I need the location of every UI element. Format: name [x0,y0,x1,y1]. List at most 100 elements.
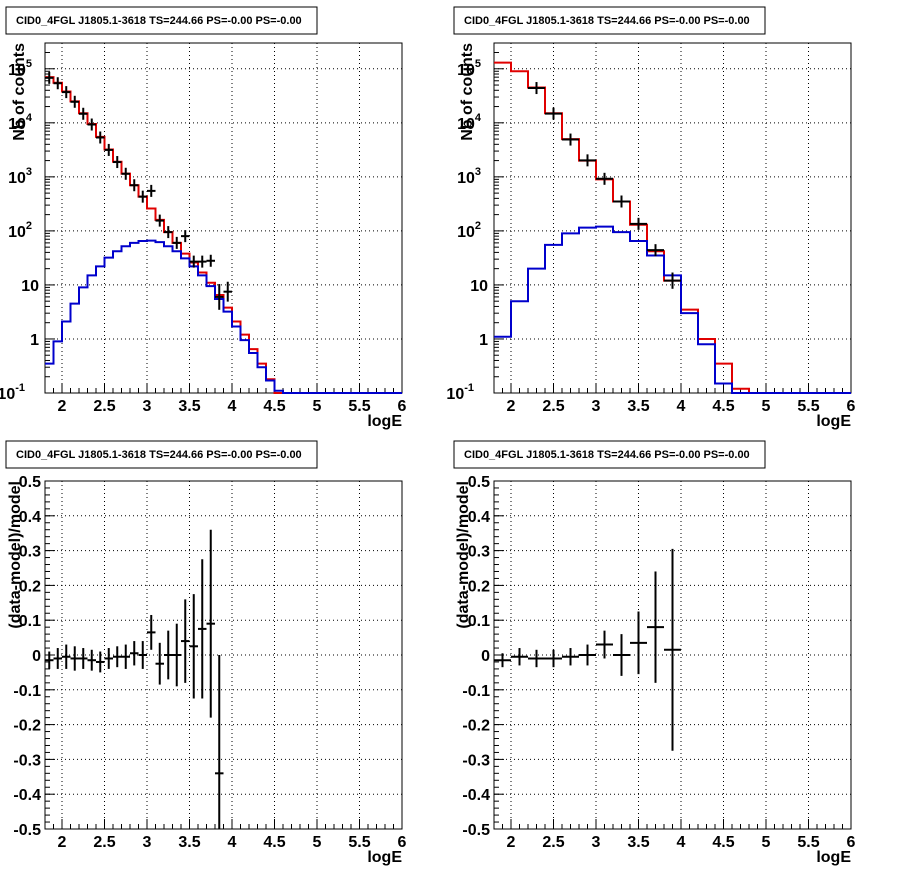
x-tick-label: 5 [313,834,322,851]
x-tick-label: 6 [398,834,407,851]
x-tick-label: 4 [677,834,686,851]
data-point [630,217,647,230]
residual-point [579,644,596,666]
title-box [453,6,766,35]
chart-title: CID0_4FGL J1805.1-3618 TS=244.66 PS=-0.0… [16,449,302,461]
y-tick-label: 10 [21,278,39,295]
data-point [545,107,562,120]
y-tick-label: -0.4 [13,787,41,804]
x-tick-label: 2.5 [93,398,115,415]
x-tick-label: 4 [228,398,237,415]
x-tick-label: 2.5 [93,834,115,851]
data-point [79,107,88,120]
x-tick-label: 6 [847,398,856,415]
residual-point [596,630,613,659]
y-tick-label: -0.1 [13,683,41,700]
residual-point [215,655,224,829]
residual-point [206,529,215,718]
residual-point [45,651,54,669]
y-axis-title: (data-model)/model [7,481,24,629]
y-axis-title: Nb of counts [459,43,476,141]
residual-point [113,646,122,668]
plot-frame [44,480,403,830]
residual-point [494,653,511,668]
x-tick-label: 3 [143,834,152,851]
data-point [130,179,139,192]
data-point [104,143,113,156]
residual-point [189,594,198,699]
x-tick-label: 5.5 [797,834,819,851]
residual-point [630,611,647,675]
chart-panel-1: 2 2.5 3 3.5 4 4.5 5 5.5 6 10-1 1 10 102 103 104 105 logE… [0,6,407,430]
x-tick-label: 3.5 [178,398,200,415]
data-point [613,195,630,208]
x-tick-label: 3.5 [627,834,649,851]
residual-point [164,630,173,680]
y-tick-label: 0.5 [468,474,490,491]
x-tick-label: 2 [58,398,67,415]
residual-point [613,634,630,676]
y-tick-label: 1 [479,332,488,349]
y-tick-label: 0 [32,648,41,665]
data-point [596,172,613,185]
y-tick-label: 0 [481,648,490,665]
data-point [579,154,596,167]
y-tick-label: 10-1 [0,382,25,403]
data-point [87,118,96,131]
y-tick-label: -0.1 [462,683,490,700]
x-tick-label: 2.5 [542,834,564,851]
title-box [5,440,318,469]
residual-point [198,559,207,699]
x-axis-title: logE [816,849,851,866]
y-tick-label: 0.2 [468,578,490,595]
residual-point [511,648,528,666]
residual-point [181,599,190,683]
chart-title: CID0_4FGL J1805.1-3618 TS=244.66 PS=-0.0… [464,15,750,27]
residual-point [79,648,88,669]
x-tick-label: 4 [677,398,686,415]
chart-panel-4: 2 2.5 3 3.5 4 4.5 5 5.5 6 -0.5 -0.4 -0.3 -0.2 -0.1 0 0.… [453,440,856,866]
residual-point [664,548,681,751]
y-tick-label: -0.5 [13,822,41,839]
y-axis-title: Nb of counts [11,43,28,141]
y-tick-label: -0.3 [462,752,490,769]
residual-point [147,614,156,650]
y-tick-label: 104 [8,112,33,133]
y-tick-label: 103 [457,166,481,187]
histogram-series-model-source [494,225,851,394]
y-tick-label: -0.5 [462,822,490,839]
y-tick-label: 0.4 [468,509,490,526]
y-tick-label: 103 [8,166,32,187]
y-tick-label: 0.4 [19,509,41,526]
y-tick-label: 0.5 [19,474,41,491]
residual-point [528,649,545,668]
x-tick-label: 2 [58,834,67,851]
x-tick-label: 4 [228,834,237,851]
residual-point [87,649,96,671]
data-point [53,77,62,90]
x-tick-label: 3.5 [627,398,649,415]
data-point [70,95,79,108]
x-tick-label: 6 [398,398,407,415]
y-tick-label: 1 [30,332,39,349]
title-box [453,440,766,469]
data-point [45,71,54,84]
data-point [164,226,173,239]
data-point [96,131,105,144]
x-tick-label: 3.5 [178,834,200,851]
residual-point [545,649,562,668]
y-tick-label: 104 [457,112,482,133]
data-point [223,281,232,302]
x-axis-title: logE [816,413,851,430]
histogram-series-model-total [45,76,402,394]
y-tick-label: 0.1 [19,613,41,630]
residual-point [104,648,113,669]
residual-point [130,641,139,666]
x-tick-label: 5.5 [348,834,370,851]
data-point [62,86,71,99]
data-point [562,133,579,146]
chart-panel-2: 2 2.5 3 3.5 4 4.5 5 5.5 6 10-1 1 10 102 103 104 105 logE… [446,6,856,430]
histogram-series-model-total [494,61,851,394]
data-point [189,255,198,268]
